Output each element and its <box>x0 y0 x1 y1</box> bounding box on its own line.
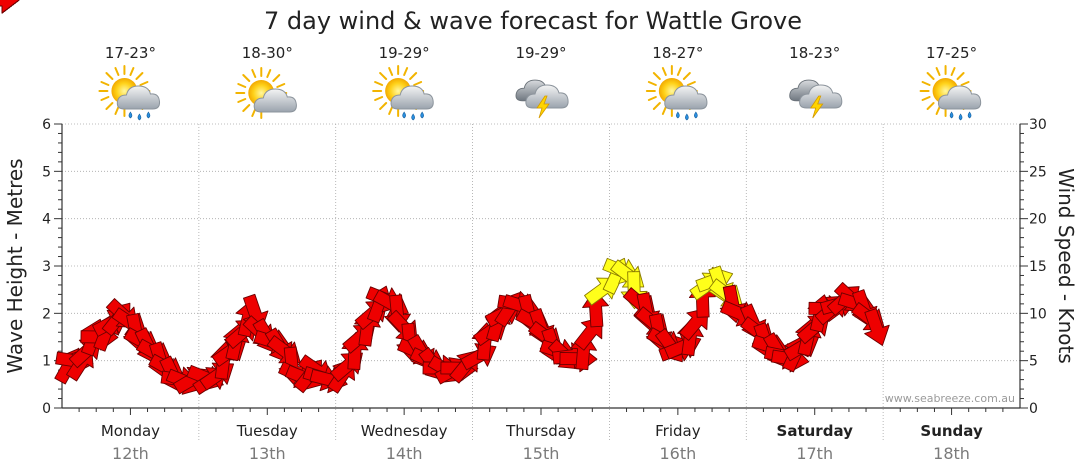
day-label: Thursday <box>505 422 576 440</box>
y-tick-right: 25 <box>1029 164 1047 180</box>
y-axis-left-label: Wave Height - Metres <box>3 158 27 373</box>
y-tick-left: 0 <box>42 401 51 417</box>
date-label: 14th <box>386 444 423 463</box>
date-label: 12th <box>112 444 149 463</box>
date-label: 17th <box>796 444 833 463</box>
date-label: 15th <box>523 444 560 463</box>
y-tick-left: 5 <box>42 164 51 180</box>
partly-cloudy-showers-icon <box>98 65 161 121</box>
day-label: Tuesday <box>236 422 298 440</box>
date-label: 16th <box>659 444 696 463</box>
temperature-label: 17-23° <box>105 44 156 62</box>
temperature-label: 18-27° <box>652 44 703 62</box>
partly-cloudy-icon <box>235 67 297 119</box>
thunderstorm-icon <box>515 79 569 119</box>
partly-cloudy-showers-icon <box>645 65 708 121</box>
y-tick-left: 3 <box>42 259 51 275</box>
chart-title: 7 day wind & wave forecast for Wattle Gr… <box>264 7 802 35</box>
y-tick-right: 20 <box>1029 212 1047 228</box>
day-label: Saturday <box>777 422 854 440</box>
watermark: www.seabreeze.com.au <box>885 392 1015 405</box>
y-tick-right: 15 <box>1029 259 1047 275</box>
wind-arrow <box>0 0 20 14</box>
thunderstorm-icon <box>789 79 843 119</box>
day-label: Friday <box>655 422 701 440</box>
date-label: 18th <box>933 444 970 463</box>
temperature-label: 18-23° <box>789 44 840 62</box>
day-label: Monday <box>101 422 160 440</box>
y-axis-right-label: Wind Speed - Knots <box>1054 168 1078 364</box>
date-label: 13th <box>249 444 286 463</box>
partly-cloudy-showers-icon <box>919 65 982 121</box>
y-tick-left: 2 <box>42 306 51 322</box>
day-label: Wednesday <box>361 422 448 440</box>
partly-cloudy-showers-icon <box>372 65 434 121</box>
y-tick-right: 0 <box>1029 401 1038 417</box>
day-label: Sunday <box>920 422 983 440</box>
temperature-label: 18-30° <box>242 44 293 62</box>
temperature-label: 19-29° <box>379 44 430 62</box>
y-tick-left: 6 <box>42 117 51 133</box>
wind-arrow <box>864 308 890 346</box>
y-tick-right: 10 <box>1029 306 1047 322</box>
y-tick-right: 5 <box>1029 354 1038 370</box>
temperature-label: 17-25° <box>926 44 977 62</box>
y-tick-right: 30 <box>1029 117 1047 133</box>
y-tick-left: 1 <box>42 354 51 370</box>
temperature-label: 19-29° <box>515 44 566 62</box>
y-tick-left: 4 <box>42 212 51 228</box>
